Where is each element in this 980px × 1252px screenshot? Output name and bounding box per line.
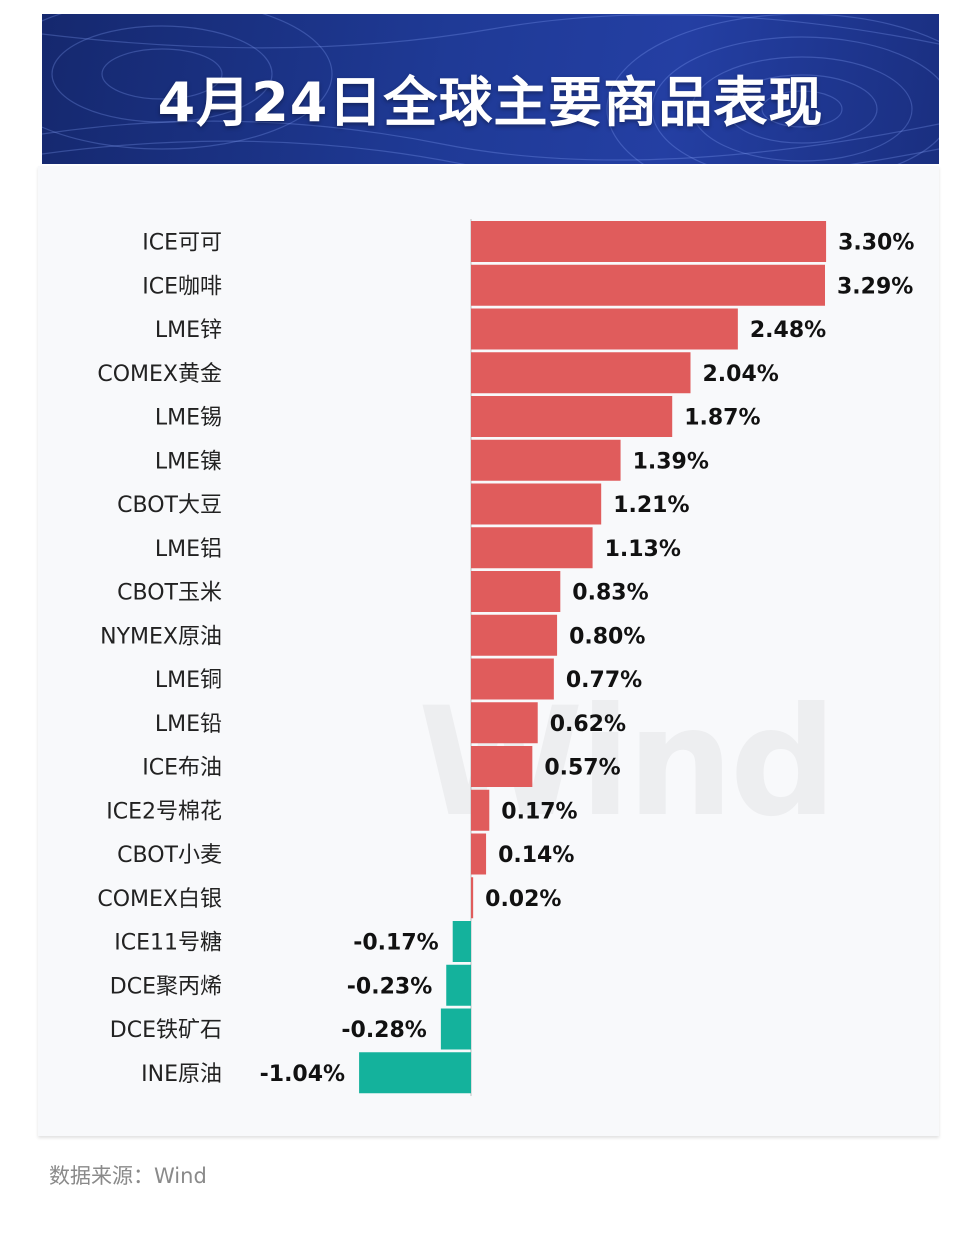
bar-15 <box>471 877 474 919</box>
category-label: CBOT大豆 <box>117 493 222 518</box>
category-label: COMEX白银 <box>97 887 222 912</box>
bar-1 <box>471 264 826 306</box>
data-label: 0.14% <box>498 843 574 868</box>
category-label: ICE布油 <box>142 756 222 781</box>
data-label: 3.29% <box>837 274 913 299</box>
category-label: ICE2号棉花 <box>106 799 222 824</box>
data-label: -1.04% <box>260 1062 345 1087</box>
data-label: 1.87% <box>684 406 760 431</box>
bar-14 <box>471 833 487 875</box>
category-label: INE原油 <box>141 1062 222 1087</box>
category-label: NYMEX原油 <box>100 624 222 649</box>
contour-pattern <box>42 14 939 164</box>
data-label: -0.28% <box>341 1018 426 1043</box>
bar-2 <box>471 308 738 350</box>
data-label: 0.57% <box>544 756 620 781</box>
bar-4 <box>471 396 673 437</box>
category-label: DCE聚丙烯 <box>110 974 222 999</box>
bar-17 <box>446 964 471 1006</box>
bar-12 <box>471 746 533 787</box>
data-label: 2.04% <box>703 362 779 387</box>
bar-3 <box>471 352 691 394</box>
chart-panel: Wind ICE可可3.30%ICE咖啡3.29%LME锌2.48%COMEX黄… <box>38 166 939 1136</box>
data-label: 1.21% <box>613 493 689 518</box>
category-label: LME铜 <box>155 668 222 693</box>
category-label: ICE可可 <box>142 231 222 256</box>
data-label: -0.17% <box>353 931 438 956</box>
category-label: LME锌 <box>155 318 222 343</box>
data-label: 3.30% <box>838 231 914 256</box>
bar-16 <box>452 921 471 962</box>
category-label: ICE11号糖 <box>114 931 222 956</box>
data-label: -0.23% <box>347 974 432 999</box>
data-label: 0.17% <box>501 799 577 824</box>
category-label: DCE铁矿石 <box>110 1018 222 1043</box>
bar-0 <box>471 221 827 262</box>
category-label: CBOT玉米 <box>117 581 222 606</box>
data-label: 2.48% <box>750 318 826 343</box>
data-label: 0.02% <box>485 887 561 912</box>
bar-5 <box>471 439 621 481</box>
bar-6 <box>471 483 602 525</box>
data-label: 1.13% <box>605 537 681 562</box>
data-label: 0.80% <box>569 624 645 649</box>
bar-9 <box>471 614 558 656</box>
header-banner: 4月24日全球主要商品表现 <box>42 14 939 164</box>
bar-7 <box>471 527 593 569</box>
data-label: 0.77% <box>566 668 642 693</box>
bar-18 <box>440 1008 471 1050</box>
bar-19 <box>359 1052 471 1094</box>
category-label: LME铅 <box>155 712 222 737</box>
data-label: 0.62% <box>550 712 626 737</box>
category-label: LME镍 <box>155 449 222 474</box>
category-label: CBOT小麦 <box>117 843 222 868</box>
bar-11 <box>471 702 538 744</box>
data-label: 0.83% <box>572 581 648 606</box>
category-label: LME锡 <box>155 406 222 431</box>
bar-8 <box>471 571 561 612</box>
page-title: 4月24日全球主要商品表现 <box>157 71 824 134</box>
category-label: ICE咖啡 <box>142 274 222 299</box>
bar-13 <box>471 789 490 831</box>
data-label: 1.39% <box>633 449 709 474</box>
category-label: LME铝 <box>155 537 222 562</box>
bar-chart: ICE可可 3.30% ICE咖啡 3.29% LME锌 2.48% COMEX黄金 2.04… <box>97 219 914 1096</box>
bar-10 <box>471 658 554 700</box>
source-note: 数据来源：Wind <box>49 1164 207 1188</box>
category-label: COMEX黄金 <box>97 362 222 387</box>
